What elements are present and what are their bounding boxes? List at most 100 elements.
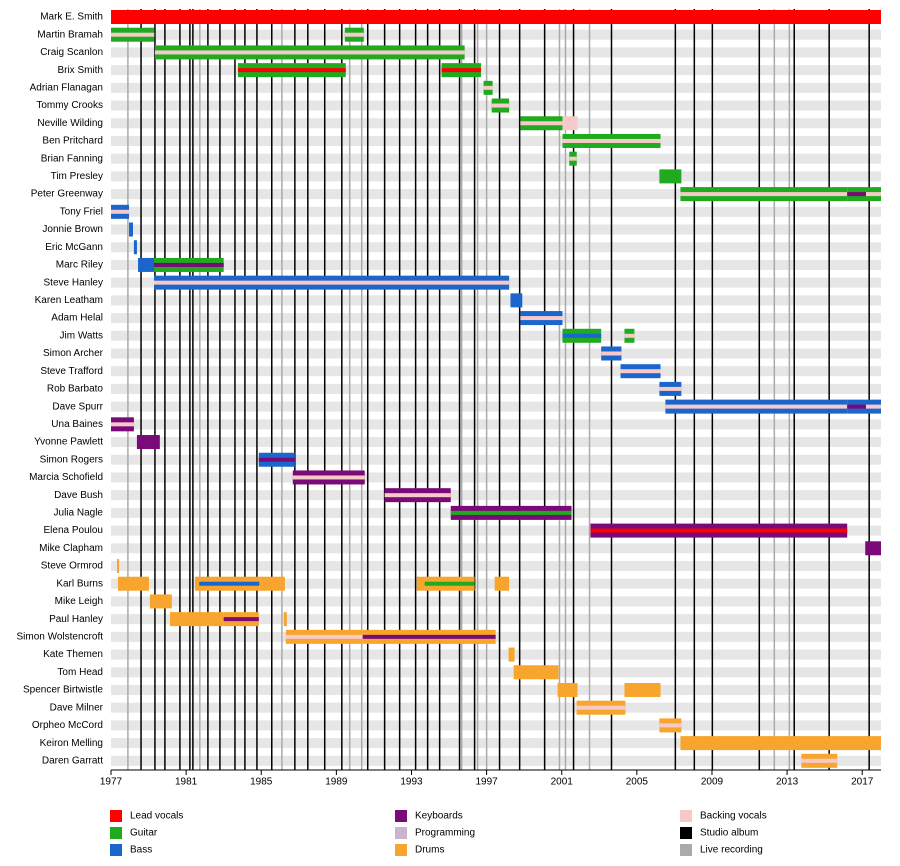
row-band	[111, 224, 881, 235]
member-name: Simon Wolstencroft	[16, 631, 103, 642]
row-band	[111, 401, 881, 412]
role-bar	[659, 169, 682, 184]
member-name: Steve Hanley	[44, 277, 103, 288]
row-band	[111, 702, 881, 713]
row-band	[111, 135, 881, 146]
secondary-role-stripe	[285, 634, 363, 639]
secondary-role-stripe	[384, 493, 451, 498]
legend-label: Bass	[130, 845, 152, 856]
x-tick-label: 1977	[100, 777, 123, 788]
secondary-role-stripe	[362, 634, 496, 639]
member-name: Rob Barbato	[47, 384, 104, 395]
legend-label: Programming	[415, 828, 475, 839]
secondary-role-stripe	[801, 758, 838, 763]
member-name: Dave Spurr	[52, 401, 103, 412]
secondary-role-stripe	[847, 192, 866, 197]
secondary-role-stripe	[865, 404, 881, 409]
member-name: Eric McGann	[45, 242, 103, 253]
legend-swatch	[110, 810, 122, 822]
secondary-role-stripe	[424, 581, 475, 586]
row-band	[111, 738, 881, 749]
secondary-role-stripe	[847, 404, 866, 409]
member-name: Steve Ormrod	[41, 561, 103, 572]
secondary-role-stripe	[441, 68, 481, 73]
secondary-role-stripe	[865, 192, 881, 197]
role-bar	[169, 612, 224, 627]
member-name: Tim Presley	[51, 171, 103, 182]
row-band	[111, 330, 881, 341]
row-band	[111, 490, 881, 501]
member-name: Mark E. Smith	[40, 12, 103, 23]
member-name: Karl Burns	[56, 578, 103, 589]
member-name: Daren Garratt	[42, 755, 103, 766]
secondary-role-stripe	[520, 316, 563, 321]
member-name: Steve Trafford	[40, 366, 103, 377]
role-bar	[117, 576, 149, 591]
row-band	[111, 171, 881, 182]
secondary-role-stripe	[292, 475, 365, 480]
role-bar	[149, 594, 172, 609]
role-bar	[136, 435, 160, 450]
role-bar	[129, 222, 133, 237]
member-name: Martin Bramah	[37, 29, 103, 40]
x-tick-label: 1981	[175, 777, 198, 788]
secondary-role-stripe	[450, 510, 572, 515]
secondary-role-stripe	[154, 50, 465, 55]
row-band	[111, 684, 881, 695]
row-band	[111, 348, 881, 359]
legend-label: Drums	[415, 845, 444, 856]
row-band	[111, 667, 881, 678]
secondary-role-stripe	[520, 121, 563, 126]
row-band	[111, 419, 881, 430]
role-bar	[117, 559, 120, 574]
role-bar	[416, 576, 425, 591]
secondary-role-stripe	[562, 333, 602, 338]
member-name: Tom Head	[57, 667, 103, 678]
role-bar	[259, 576, 285, 591]
member-name: Ben Pritchard	[42, 136, 103, 147]
role-bar	[283, 612, 287, 627]
role-bar	[865, 541, 881, 556]
role-bar	[680, 736, 881, 751]
legend-swatch	[395, 810, 407, 822]
row-band	[111, 153, 881, 164]
row-band	[111, 47, 881, 58]
member-name: Keiron Melling	[40, 738, 103, 749]
secondary-role-stripe	[491, 103, 510, 108]
legend-swatch	[680, 827, 692, 839]
secondary-role-stripe	[199, 581, 260, 586]
member-name: Kate Themen	[43, 649, 103, 660]
legend-label: Studio album	[700, 828, 758, 839]
legend-swatch	[110, 827, 122, 839]
row-band	[111, 525, 881, 536]
secondary-role-stripe	[659, 386, 682, 391]
member-name: Marcia Schofield	[29, 472, 103, 483]
row-band	[111, 366, 881, 377]
member-name: Una Baines	[51, 419, 103, 430]
row-band	[111, 561, 881, 572]
secondary-role-stripe	[665, 404, 848, 409]
legend-label: Keyboards	[415, 811, 463, 822]
role-bar	[111, 10, 881, 24]
member-name: Peter Greenway	[31, 189, 103, 200]
secondary-role-stripe	[258, 457, 295, 462]
x-tick-label: 2017	[851, 777, 874, 788]
x-tick-label: 2001	[551, 777, 574, 788]
secondary-role-stripe	[223, 617, 259, 622]
secondary-role-stripe	[111, 32, 155, 37]
legend-swatch	[110, 844, 122, 856]
secondary-role-stripe	[237, 68, 346, 73]
secondary-role-stripe	[601, 351, 622, 356]
row-band	[111, 295, 881, 306]
member-name: Neville Wilding	[37, 118, 103, 129]
role-bar	[133, 240, 137, 255]
legend-label: Lead vocals	[130, 811, 183, 822]
row-band	[111, 755, 881, 766]
legend-label: Guitar	[130, 828, 158, 839]
member-name: Simon Rogers	[40, 454, 103, 465]
member-name: Mike Leigh	[55, 596, 103, 607]
row-band	[111, 259, 881, 270]
legend-label: Backing vocals	[700, 811, 767, 822]
role-bar	[138, 257, 155, 272]
member-name: Craig Scanlon	[40, 47, 103, 58]
